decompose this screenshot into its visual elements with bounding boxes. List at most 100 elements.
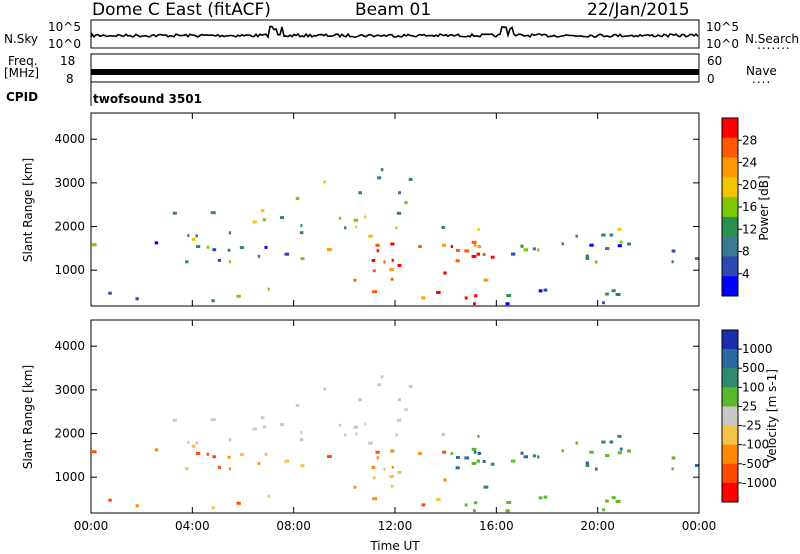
power-echo-cell	[353, 218, 359, 222]
power-colorbar-swatch	[722, 197, 738, 218]
velocity-echo-cell	[455, 466, 460, 470]
velocity-xtick-label: 08:00	[276, 519, 311, 533]
power-echo-cell	[326, 248, 332, 252]
power-echo-cell	[464, 249, 470, 253]
power-echo-cell	[601, 233, 606, 237]
power-echo-cell	[368, 234, 373, 238]
velocity-echo-cell	[262, 425, 267, 429]
velocity-echo-cell	[671, 456, 676, 460]
velocity-echo-cell	[191, 444, 196, 448]
power-echo-cell	[490, 255, 495, 259]
power-colorbar-swatch	[722, 256, 738, 277]
velocity-colorbar-label: -100	[742, 438, 769, 452]
velocity-echo-cell	[210, 418, 216, 422]
power-echo-cell	[397, 191, 402, 195]
power-echo-cell	[391, 258, 394, 262]
power-echo-cell	[377, 176, 382, 180]
velocity-echo-cell	[391, 465, 394, 469]
power-echo-cell	[532, 247, 537, 251]
power-echo-cell	[196, 244, 201, 248]
freq-panel	[90, 53, 700, 83]
power-echo-cell	[609, 233, 614, 237]
velocity-colorbar-swatch	[722, 330, 738, 350]
velocity-echo-cell	[455, 455, 460, 459]
velocity-echo-cell	[671, 467, 674, 471]
velocity-echo-cell	[464, 456, 470, 460]
velocity-echo-cell	[471, 461, 477, 465]
velocity-echo-cell	[589, 450, 594, 454]
velocity-echo-cell	[472, 509, 476, 513]
power-echo-cell	[299, 231, 304, 235]
cpid-label: CPID	[6, 90, 39, 104]
velocity-colorbar-swatch	[722, 463, 738, 484]
power-echo-cell	[450, 245, 454, 249]
power-echo-cell	[589, 243, 594, 247]
power-echo-cell	[397, 263, 402, 267]
velocity-echo-cell	[510, 459, 516, 463]
power-echo-cell	[353, 278, 357, 282]
velocity-echo-cell	[543, 495, 548, 499]
velocity-echo-cell	[561, 449, 564, 453]
power-echo-cell	[211, 299, 215, 303]
velocity-echo-cell	[442, 450, 447, 454]
power-ytick-label: 1000	[54, 263, 85, 277]
velocity-colorbar-swatch	[722, 425, 738, 446]
power-echo-cell	[575, 234, 578, 238]
velocity-echo-cell	[471, 447, 477, 451]
power-echo-cell	[396, 211, 402, 215]
power-echo-cell	[543, 288, 548, 292]
nsky-tick-bottom: 10^0	[48, 37, 81, 51]
cpid-program: twofsound 3501	[93, 92, 202, 106]
velocity-echo-cell	[299, 438, 304, 442]
velocity-echo-cell	[450, 452, 454, 456]
velocity-echo-cell	[154, 448, 159, 452]
velocity-ylabel: Slant Range [km]	[21, 365, 35, 469]
velocity-echo-cell	[520, 451, 524, 455]
power-echo-cell	[135, 297, 139, 301]
nsky-panel	[90, 19, 700, 49]
power-echo-cell	[390, 242, 395, 246]
power-colorbar-label: 4	[742, 267, 750, 281]
velocity-echo-cell	[397, 470, 402, 474]
power-echo-cell	[228, 260, 231, 264]
power-echo-cell	[505, 302, 510, 306]
power-echo-cell	[520, 244, 524, 248]
power-echo-cell	[594, 260, 598, 264]
velocity-echo-cell	[323, 387, 326, 391]
power-echo-cell	[671, 260, 674, 264]
velocity-colorbar-swatch	[722, 406, 738, 427]
velocity-echo-cell	[605, 499, 609, 503]
power-echo-cell	[436, 291, 441, 295]
velocity-echo-cell	[538, 496, 543, 500]
power-panel: 1000 2000 3000 4000 Slant Range [km]	[21, 112, 700, 307]
power-echo-cell	[262, 218, 267, 222]
velocity-xtick-label: 12:00	[378, 519, 413, 533]
velocity-echo-cell	[353, 425, 359, 429]
velocity-echo-cell	[211, 506, 215, 510]
power-echo-cell	[418, 245, 422, 249]
velocity-echo-cell	[473, 450, 477, 454]
power-echo-cell	[279, 216, 284, 220]
power-echo-cell	[617, 227, 622, 231]
velocity-echo-cell	[443, 478, 447, 482]
velocity-echo-cell	[389, 474, 394, 478]
power-colorbar-swatch	[722, 118, 738, 139]
velocity-echo-cell	[185, 467, 189, 471]
power-echo-cell	[483, 278, 489, 282]
velocity-panel: 1000 2000 3000 4000 00:00 04:00 08:00 12:00 16:…	[21, 319, 716, 553]
velocity-echo-cell	[371, 466, 376, 470]
velocity-echo-cell	[284, 459, 290, 463]
velocity-echo-cell	[375, 450, 380, 454]
velocity-echo-cell	[326, 455, 332, 459]
power-echo-cell	[300, 257, 305, 261]
power-echo-cell	[344, 226, 347, 230]
power-echo-cell	[267, 287, 270, 291]
velocity-echo-cell	[483, 485, 489, 489]
velocity-xlabel: Time UT	[369, 539, 420, 553]
power-echo-cell	[477, 227, 480, 231]
power-colorbar-label: 12	[742, 222, 757, 236]
velocity-echo-cell	[490, 462, 495, 466]
power-echo-cell	[300, 224, 303, 228]
velocity-echo-cell	[358, 398, 362, 402]
